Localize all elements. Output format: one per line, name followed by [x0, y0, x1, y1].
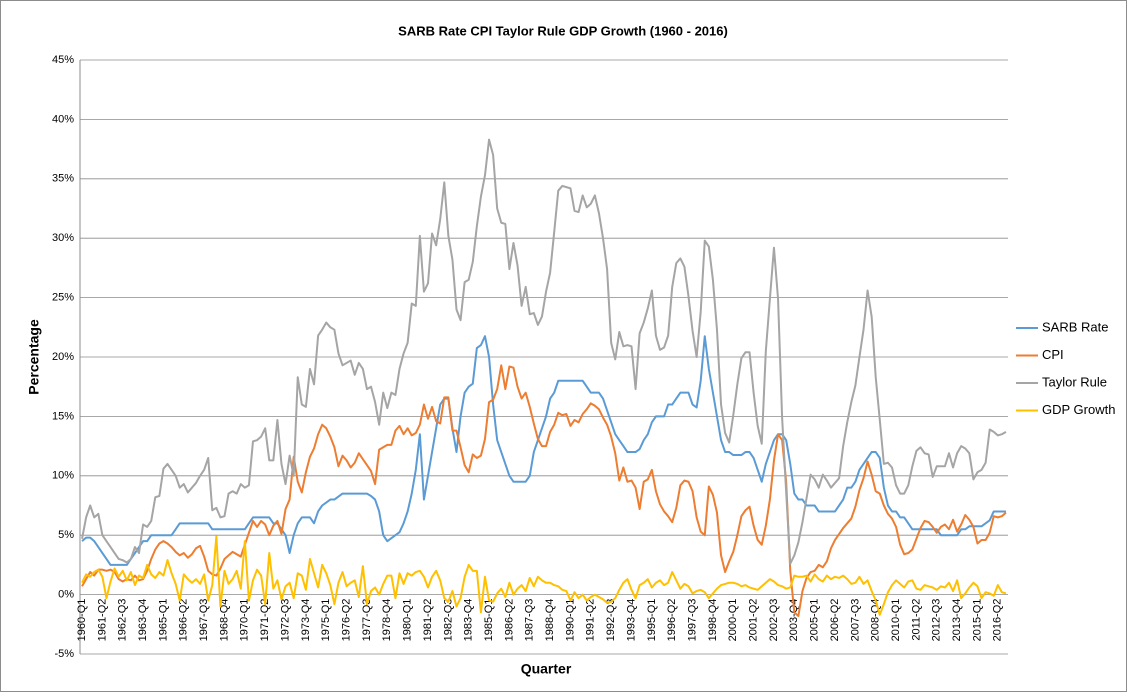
x-tick-label: 1996-Q2	[666, 599, 678, 642]
x-tick-label: 1993-Q4	[625, 599, 637, 642]
y-tick-label: 30%	[52, 232, 74, 244]
y-tick-label: 10%	[52, 470, 74, 482]
x-tick-label: 1982-Q3	[442, 599, 454, 642]
x-tick-label: 1972-Q3	[279, 599, 291, 642]
x-tick-label: 2010-Q1	[890, 599, 902, 642]
x-tick-label: 2001-Q2	[748, 599, 760, 642]
x-tick-label: 2007-Q3	[849, 599, 861, 642]
x-axis-title: Quarter	[521, 661, 572, 677]
x-tick-label: 1971-Q2	[259, 599, 271, 642]
x-tick-label: 1990-Q1	[564, 599, 576, 642]
x-tick-label: 1995-Q1	[646, 599, 658, 642]
series-line	[81, 535, 1007, 616]
y-tick-label: 45%	[52, 54, 74, 66]
x-tick-label: 1968-Q4	[218, 599, 230, 642]
x-tick-label: 1962-Q3	[117, 599, 129, 642]
x-tick-label: 2016-Q2	[992, 599, 1004, 642]
series-line	[81, 138, 1007, 565]
legend-label: CPI	[1042, 347, 1064, 362]
y-tick-label: 5%	[58, 529, 74, 541]
x-tick-label: 2000-Q1	[727, 599, 739, 642]
x-tick-label: 2008-Q4	[870, 599, 882, 642]
x-tick-label: 1976-Q2	[341, 599, 353, 642]
x-tick-label: 2006-Q2	[829, 599, 841, 642]
y-tick-label: -5%	[54, 648, 74, 660]
x-tick-label: 1983-Q4	[463, 599, 475, 642]
x-tick-label: 1991-Q2	[585, 599, 597, 642]
y-tick-label: 20%	[52, 351, 74, 363]
x-tick-label: 1980-Q1	[402, 599, 414, 642]
x-tick-label: 1965-Q1	[157, 599, 169, 642]
x-tick-label: 1977-Q3	[361, 599, 373, 642]
legend-label: SARB Rate	[1042, 319, 1108, 334]
series-line	[81, 335, 1006, 566]
x-tick-label: 1992-Q3	[605, 599, 617, 642]
x-tick-label: 2003-Q4	[788, 599, 800, 642]
x-tick-label: 1987-Q3	[524, 599, 536, 642]
x-tick-label: 2005-Q1	[809, 599, 821, 642]
x-tick-label: 1970-Q1	[239, 599, 251, 642]
x-tick-label: 1967-Q3	[198, 599, 210, 642]
y-tick-label: 0%	[58, 589, 74, 601]
x-tick-label: 1981-Q2	[422, 599, 434, 642]
x-tick-label: 1998-Q4	[707, 599, 719, 642]
y-tick-label: 40%	[52, 113, 74, 125]
x-tick-label: 2012-Q3	[931, 599, 943, 642]
x-tick-label: 1966-Q2	[178, 599, 190, 642]
x-tick-label: 2002-Q3	[768, 599, 780, 642]
y-tick-label: 25%	[52, 292, 74, 304]
chart-title: SARB Rate CPI Taylor Rule GDP Growth (19…	[398, 23, 728, 38]
x-tick-label: 1985-Q1	[483, 599, 495, 642]
y-tick-label: 35%	[52, 173, 74, 185]
x-tick-label: 1973-Q4	[300, 599, 312, 642]
x-tick-label: 1986-Q2	[503, 599, 515, 642]
x-tick-label: 1978-Q4	[381, 599, 393, 642]
x-tick-label: 1963-Q4	[137, 599, 149, 642]
series-line	[81, 364, 1007, 617]
x-tick-label: 1988-Q4	[544, 599, 556, 642]
x-tick-label: 1960-Q1	[76, 599, 88, 642]
x-tick-label: 1961-Q2	[96, 599, 108, 642]
x-tick-label: 1975-Q1	[320, 599, 332, 642]
y-axis-title: Percentage	[26, 319, 42, 395]
x-tick-label: 1997-Q3	[686, 599, 698, 642]
y-tick-label: 15%	[52, 410, 74, 422]
legend-label: Taylor Rule	[1042, 374, 1107, 389]
x-tick-label: 2011-Q2	[910, 599, 922, 641]
legend-label: GDP Growth	[1042, 402, 1115, 417]
x-tick-label: 2013-Q4	[951, 599, 963, 642]
x-tick-label: 2015-Q1	[971, 599, 983, 642]
